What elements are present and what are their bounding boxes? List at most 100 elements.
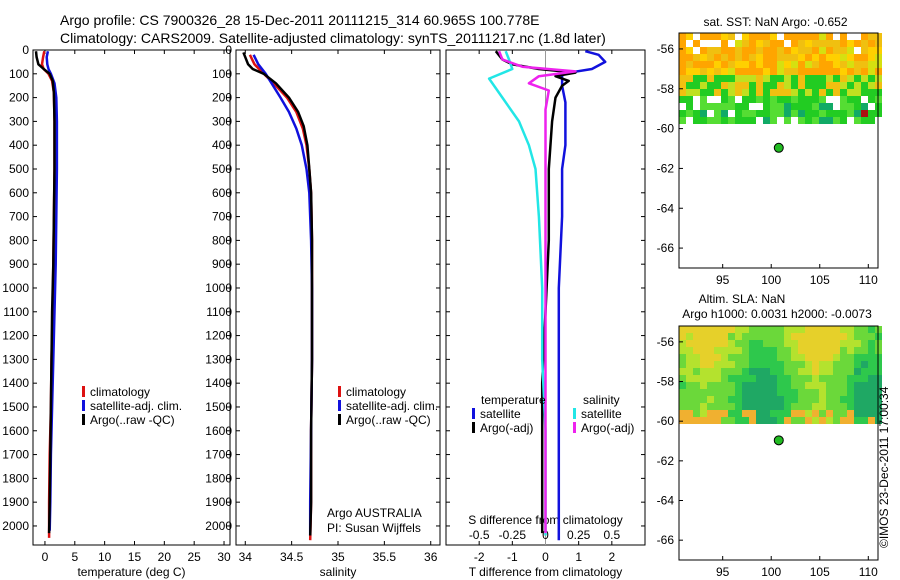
x-tick-label: 0 [42, 550, 49, 564]
map-cell [840, 382, 847, 389]
map-cell [714, 375, 721, 382]
map-cell [693, 417, 700, 424]
map-cell [826, 417, 833, 424]
map-cell [791, 96, 798, 103]
legend-title: salinity [583, 393, 620, 407]
map-cell [770, 333, 777, 340]
map-cell [819, 354, 826, 361]
map-cell [812, 47, 819, 54]
map-cell [735, 110, 742, 117]
x-axis-label: salinity [320, 565, 357, 579]
map-cell [868, 54, 875, 61]
map-cell [833, 354, 840, 361]
map-cell [805, 47, 812, 54]
y-tick-label: 800 [212, 233, 232, 247]
map-cell [700, 403, 707, 410]
map-cell [784, 54, 791, 61]
map-frame [678, 32, 879, 269]
legend-label: satellite-adj. clim. [346, 399, 438, 413]
map-cell [721, 326, 728, 333]
map-cell [763, 403, 770, 410]
map-cell [770, 103, 777, 110]
map-cell [679, 33, 686, 40]
map-cell [714, 96, 721, 103]
map-cell [749, 89, 756, 96]
map-cell [833, 333, 840, 340]
map-cell [861, 382, 868, 389]
map-cell [679, 389, 686, 396]
map-cell [679, 410, 686, 417]
map-cell [728, 410, 735, 417]
map-cell [728, 110, 735, 117]
map-cell [784, 61, 791, 68]
map-cell [749, 103, 756, 110]
map-cell [756, 61, 763, 68]
map-cell [826, 110, 833, 117]
map-title: sat. SST: NaN Argo: -0.652 [703, 15, 847, 29]
map-cell [742, 354, 749, 361]
x-tick-label: 95 [716, 273, 730, 287]
map-cell [728, 117, 735, 124]
map-cell [812, 375, 819, 382]
map-frame [678, 325, 879, 561]
map-cell [763, 75, 770, 82]
map-cell [854, 410, 861, 417]
map-cell [798, 33, 805, 40]
top-x-tick-label: 0.25 [567, 528, 591, 542]
map-cell [770, 110, 777, 117]
map-cell [770, 382, 777, 389]
map-cell [798, 368, 805, 375]
map-cell [812, 89, 819, 96]
map-cell [784, 396, 791, 403]
map-cell [735, 417, 742, 424]
map-cell [707, 396, 714, 403]
legend-swatch [82, 414, 85, 425]
map-cell [721, 361, 728, 368]
map-cell [791, 368, 798, 375]
map-cell [749, 368, 756, 375]
map-cell [742, 82, 749, 89]
legend-label: climatology [346, 385, 406, 399]
map-cell [812, 368, 819, 375]
map-cell [854, 61, 861, 68]
legend-label: satellite [480, 407, 521, 421]
map-cell [693, 389, 700, 396]
y-tick-label: 1300 [205, 352, 232, 366]
map-cell [854, 354, 861, 361]
map-cell [812, 340, 819, 347]
y-tick-label: -58 [657, 82, 675, 96]
map-cell [756, 382, 763, 389]
map-cell [728, 368, 735, 375]
map-cell [777, 361, 784, 368]
map-cell [770, 403, 777, 410]
map-cell [854, 417, 861, 424]
map-cell [819, 54, 826, 61]
map-cell [721, 117, 728, 124]
map-cell [742, 396, 749, 403]
map-cell [742, 410, 749, 417]
map-cell [833, 361, 840, 368]
map-cell [693, 117, 700, 124]
map-cell [784, 103, 791, 110]
map-cell [728, 82, 735, 89]
map-cell [749, 54, 756, 61]
map-cell [728, 61, 735, 68]
map-cell [798, 382, 805, 389]
map-cell [812, 396, 819, 403]
map-cell [714, 61, 721, 68]
map-cell [735, 340, 742, 347]
map-cell [798, 47, 805, 54]
map-cell [791, 110, 798, 117]
map-cell [714, 417, 721, 424]
map-cell [742, 110, 749, 117]
map-cell [777, 96, 784, 103]
map-cell [707, 61, 714, 68]
map-cell [784, 333, 791, 340]
map-cell [735, 82, 742, 89]
map-cell [805, 354, 812, 361]
map-cell [854, 68, 861, 75]
map-cell [833, 61, 840, 68]
map-cell [812, 40, 819, 47]
map-cell [763, 417, 770, 424]
map-cell [749, 61, 756, 68]
